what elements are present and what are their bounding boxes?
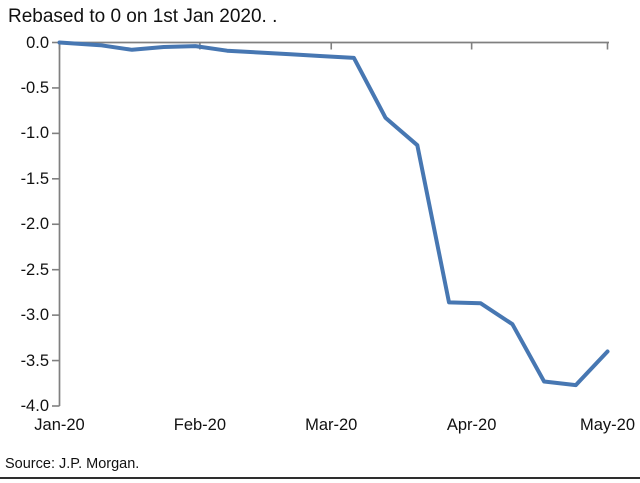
y-tick-label: -0.5: [20, 78, 49, 97]
x-tick-label: Feb-20: [173, 416, 227, 434]
x-tick-label: Jan-20: [34, 416, 85, 434]
y-tick-label: -2.5: [20, 260, 49, 279]
x-tick-label: Mar-20: [305, 416, 358, 434]
y-tick-label: -4.0: [20, 397, 49, 415]
y-tick-label: -1.5: [20, 169, 49, 188]
data-series-line: [57, 40, 610, 388]
source-note: Source: J.P. Morgan.: [5, 456, 140, 472]
y-tick-label: -2.0: [20, 215, 49, 234]
y-tick-label: -1.0: [20, 124, 49, 143]
x-tick-label: May-20: [579, 416, 636, 434]
bottom-divider-line: [0, 477, 640, 479]
y-tick-label: -3.5: [20, 351, 49, 370]
y-tick-label: 0.0: [26, 33, 49, 52]
chart-title: Rebased to 0 on 1st Jan 2020. .: [8, 6, 278, 27]
y-tick-label: -3.0: [20, 306, 49, 325]
x-tick-label: Apr-20: [446, 416, 497, 434]
